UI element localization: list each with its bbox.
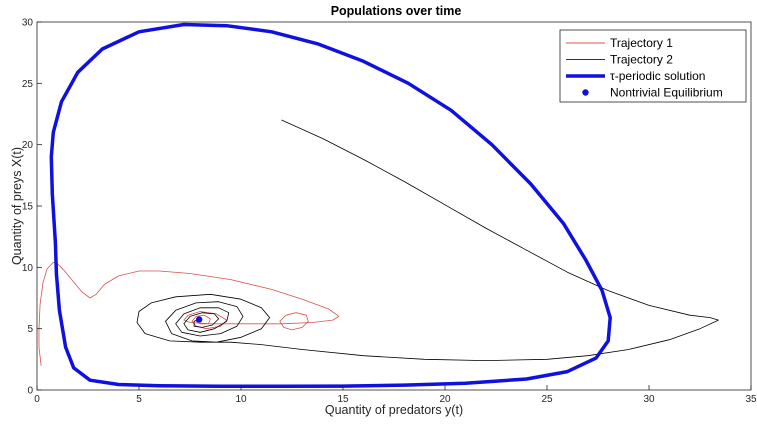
legend-label-periodic-solution: τ-periodic solution — [610, 69, 705, 83]
y-tick-label: 10 — [22, 263, 34, 274]
x-tick-label: 5 — [136, 394, 142, 405]
legend: Trajectory 1 Trajectory 2 τ-periodic solut… — [559, 29, 747, 103]
legend-label-trajectory-1: Trajectory 1 — [610, 36, 673, 50]
point-nontrivial-equilibrium — [195, 316, 203, 323]
series-line-segment-1 — [279, 312, 309, 331]
y-tick-label: 15 — [22, 202, 34, 213]
x-tick-label: 15 — [337, 394, 349, 405]
series-layer — [38, 22, 719, 389]
series-line-trajectory-2 — [136, 119, 719, 361]
legend-swatch-nontrivial-equilibrium — [582, 89, 589, 96]
x-tick-label: 35 — [745, 394, 757, 405]
y-tick-label: 25 — [22, 79, 34, 90]
legend-items: Trajectory 1 Trajectory 2 τ-periodic solut… — [566, 36, 723, 100]
x-axis-title: Quantity of predators y(t) — [325, 403, 463, 417]
legend-label-nontrivial-equilibrium: Nontrivial Equilibrium — [610, 86, 723, 100]
x-tick-label: 20 — [439, 394, 451, 405]
x-tick-label: 30 — [643, 394, 655, 405]
y-tick-label: 5 — [27, 324, 33, 335]
x-tick-label: 10 — [235, 394, 247, 405]
legend-box — [559, 29, 747, 103]
x-tick-label: 0 — [34, 394, 40, 405]
chart-title: Populations over time — [331, 4, 462, 18]
y-axis-title: Quantity of preys X(t) — [10, 147, 24, 265]
y-tick-label: 0 — [27, 386, 33, 397]
legend-label-trajectory-2: Trajectory 2 — [610, 53, 673, 67]
x-tick-label: 25 — [541, 394, 553, 405]
series-line-periodic-solution — [49, 22, 612, 389]
ticks-layer: 0 5 10 15 20 25 30 35 0 5 10 15 20 25 30 — [22, 18, 757, 406]
y-tick-label: 20 — [22, 140, 34, 151]
y-tick-label: 30 — [22, 18, 34, 29]
